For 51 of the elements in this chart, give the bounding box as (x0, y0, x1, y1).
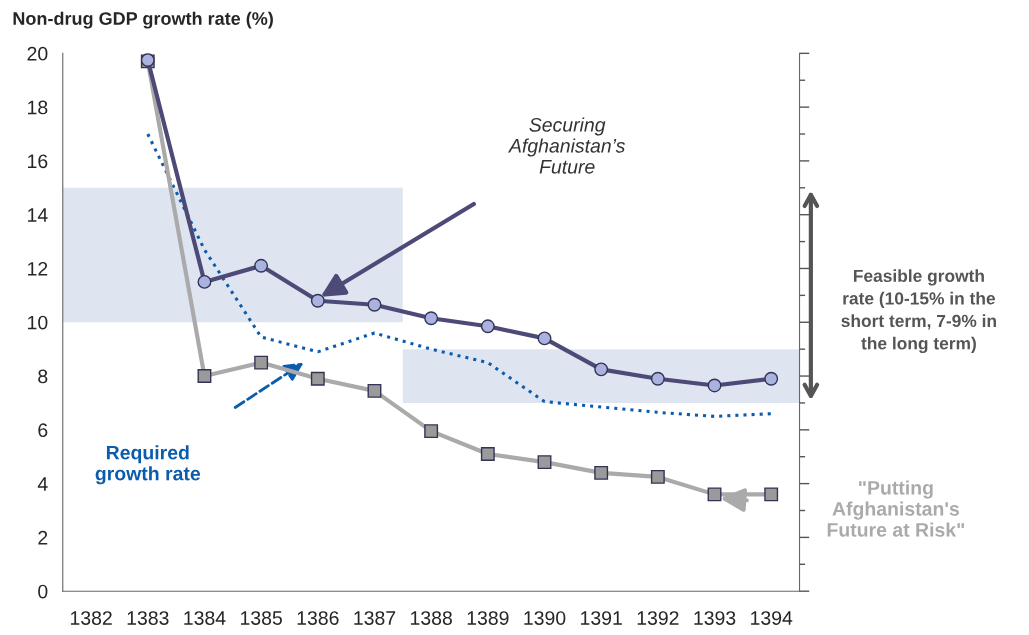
x-tick-label: 1387 (354, 611, 396, 625)
point (594, 465, 609, 480)
y-tick-label: 16 (28, 154, 48, 169)
point (537, 331, 552, 346)
x-tick-label: 1389 (467, 611, 509, 625)
x-tick-label: 1384 (184, 611, 226, 625)
x-tick-label: 1390 (524, 611, 566, 625)
y-tick-label: 4 (37, 477, 48, 491)
point (254, 355, 269, 370)
point (197, 274, 212, 289)
x-tick-label: 1394 (751, 611, 793, 625)
point (310, 293, 325, 308)
y-tick-label: 10 (28, 315, 48, 330)
point (650, 371, 665, 386)
y-tick-label: 12 (28, 261, 48, 276)
x-tick-label: 1385 (240, 611, 282, 625)
point (424, 311, 439, 326)
chart-title: Non-drug GDP growth rate (%) (13, 11, 273, 29)
point (197, 369, 212, 383)
point (707, 487, 722, 502)
point (367, 297, 382, 312)
y-tick-label: 6 (38, 423, 48, 438)
x-tick-label: 1386 (297, 611, 339, 625)
annotation: Securing Afghanistan’s Future (508, 117, 625, 174)
point (424, 424, 439, 439)
x-tick-label: 1393 (694, 611, 736, 625)
text: "Putting Afghanistan's Future at Risk" (827, 480, 965, 537)
point (764, 487, 779, 502)
y-tick-label: 20 (27, 46, 48, 61)
x-tick-label: 1392 (637, 611, 679, 625)
y-tick-label: 14 (28, 208, 48, 222)
point (707, 378, 722, 393)
point (480, 319, 495, 334)
x-tick-label: 1382 (70, 611, 112, 625)
point (650, 469, 665, 484)
annotation: Required growth rate (95, 445, 201, 485)
x-tick-label: 1383 (127, 611, 169, 625)
point (310, 371, 325, 386)
y-tick-label: 2 (38, 530, 48, 545)
y-tick-label: 0 (38, 584, 48, 599)
y-tick-label: 18 (28, 100, 48, 115)
point (537, 455, 552, 470)
x-tick-label: 1388 (411, 611, 452, 625)
point (367, 383, 382, 398)
x-tick-label: 1391 (581, 611, 622, 625)
point (254, 258, 269, 273)
point (480, 447, 495, 461)
y-tick-label: 8 (38, 369, 48, 384)
point (594, 362, 609, 377)
point (764, 371, 779, 386)
text: Feasible growth rate (10-15% in the short term, 7-9% in the long term) (841, 269, 996, 354)
